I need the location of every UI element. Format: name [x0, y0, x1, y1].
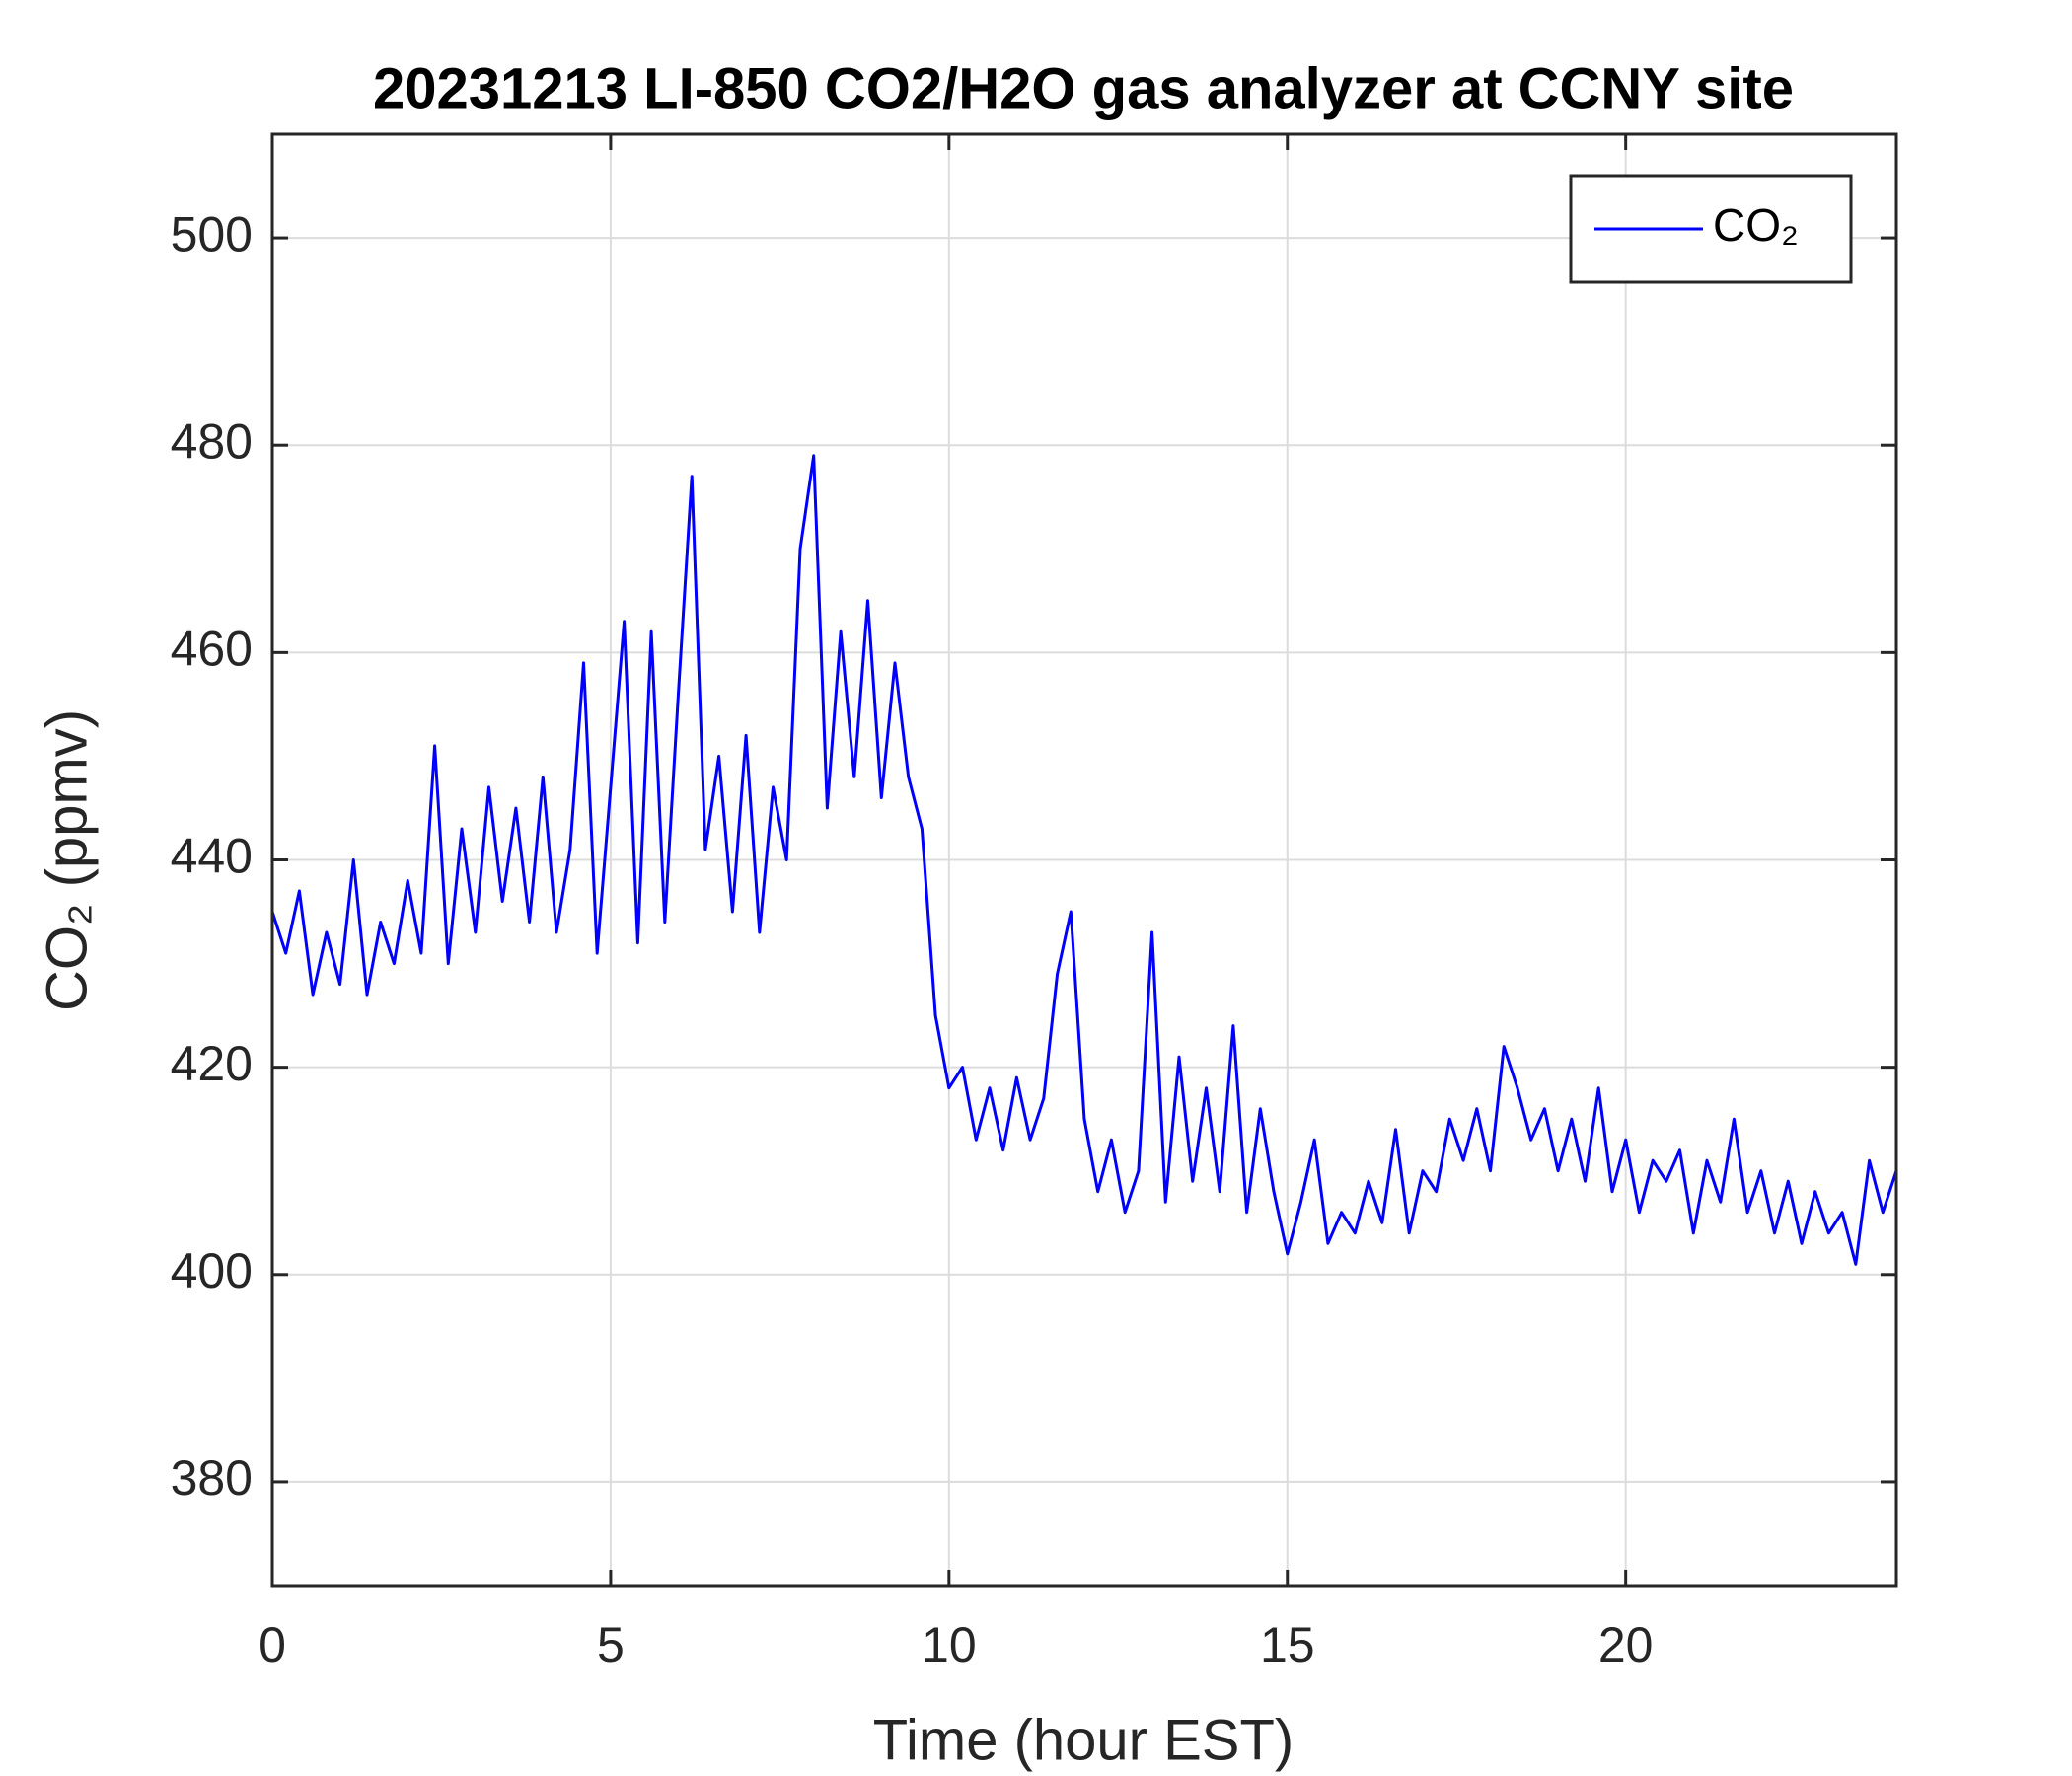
y-tick-label: 380: [171, 1450, 253, 1506]
x-tick-label: 10: [922, 1617, 977, 1672]
legend-label: CO₂: [1713, 199, 1799, 251]
x-tick-label: 0: [259, 1617, 286, 1672]
x-tick-label: 15: [1260, 1617, 1315, 1672]
y-tick-label: 420: [171, 1036, 253, 1091]
x-axis-label: Time (hour EST): [873, 1708, 1294, 1772]
grid: [270, 134, 1896, 1586]
plot: [270, 454, 1898, 1266]
y-tick-label: 480: [171, 413, 253, 469]
x-tick-label: 20: [1598, 1617, 1654, 1672]
data-line: [270, 454, 1898, 1266]
axes-frame: [270, 132, 1898, 1588]
y-tick-label: 500: [171, 206, 253, 261]
chart-title: 20231213 LI-850 CO2/H2O gas analyzer at …: [373, 56, 1794, 120]
x-tick-label: 5: [597, 1617, 625, 1672]
legend: CO₂: [1569, 174, 1853, 284]
y-axis-label: CO₂ (ppmv): [35, 709, 99, 1011]
y-tick-label: 460: [171, 622, 253, 677]
y-tick-label: 440: [171, 829, 253, 884]
y-tick-label: 400: [171, 1243, 253, 1298]
